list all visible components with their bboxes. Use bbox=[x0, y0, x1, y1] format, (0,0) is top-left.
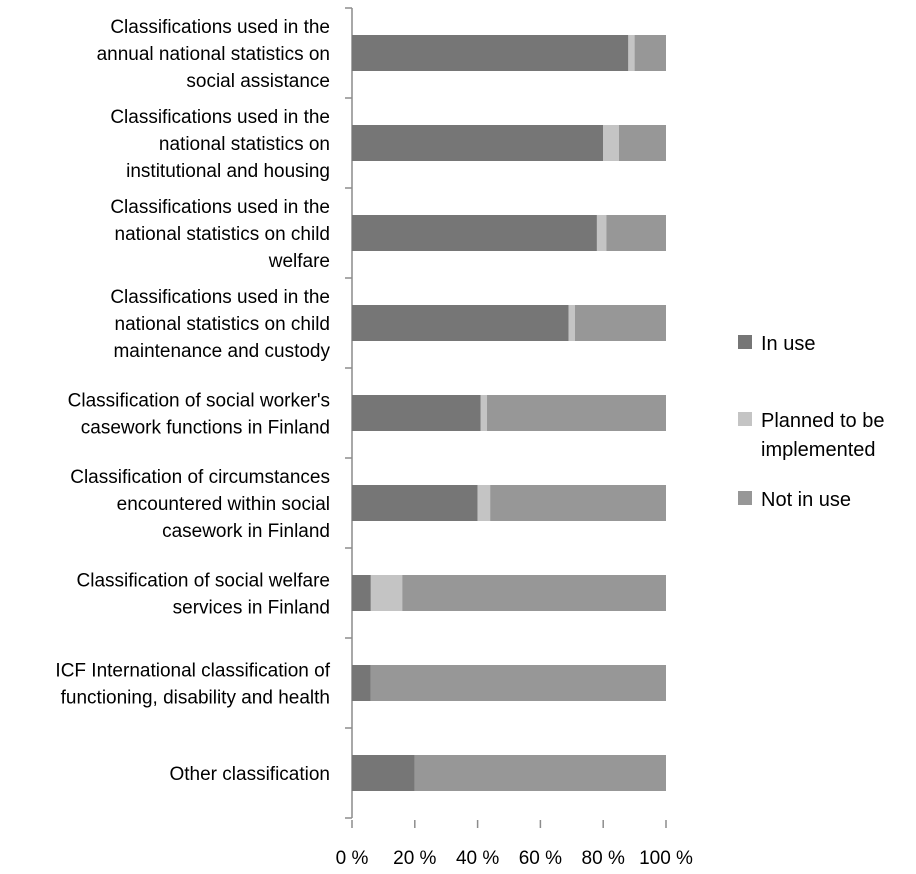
bars bbox=[352, 35, 666, 791]
category-label: Classification of circumstances encounter… bbox=[70, 467, 330, 542]
bar-segment-not-in-use bbox=[618, 125, 666, 161]
x-tick-label: 0 % bbox=[336, 848, 369, 869]
bar-segment-planned-to-be-implemented bbox=[480, 395, 488, 431]
bar-segment-not-in-use bbox=[490, 485, 666, 521]
bar-segment-not-in-use bbox=[487, 395, 666, 431]
bar-segment-in-use bbox=[352, 305, 569, 341]
legend-label: In use bbox=[761, 333, 815, 355]
category-labels: Classifications used in the annual nation… bbox=[55, 17, 330, 785]
bar-segment-planned-to-be-implemented bbox=[603, 125, 619, 161]
bar-segment-planned-to-be-implemented bbox=[477, 485, 491, 521]
bar-segment-not-in-use bbox=[606, 215, 666, 251]
bar-segment-in-use bbox=[352, 665, 371, 701]
legend-swatch bbox=[738, 335, 752, 349]
legend-swatch bbox=[738, 412, 752, 426]
x-tick-label: 100 % bbox=[639, 848, 693, 869]
category-label: Classifications used in the annual nation… bbox=[97, 17, 330, 92]
bar-segment-planned-to-be-implemented bbox=[370, 575, 403, 611]
x-tick-labels: 0 % 20 % 40 % 60 % 80 % 100 % bbox=[336, 848, 693, 869]
category-label: ICF International classification of funct… bbox=[55, 661, 330, 709]
bar-segment-in-use bbox=[352, 125, 604, 161]
x-tick-label: 40 % bbox=[456, 848, 499, 869]
bar-segment-in-use bbox=[352, 485, 478, 521]
bar-segment-planned-to-be-implemented bbox=[568, 305, 575, 341]
bar-segment-in-use bbox=[352, 35, 629, 71]
legend-swatch bbox=[738, 491, 752, 505]
bar-segment-not-in-use bbox=[370, 665, 666, 701]
bar-segment-not-in-use bbox=[414, 755, 666, 791]
category-label: Classifications used in the national stat… bbox=[110, 197, 330, 272]
bar-segment-in-use bbox=[352, 215, 597, 251]
category-label: Classifications used in the national stat… bbox=[110, 287, 330, 362]
bar-segment-not-in-use bbox=[402, 575, 666, 611]
category-label: Classification of social worker's casewor… bbox=[68, 391, 330, 439]
legend-label: Not in use bbox=[761, 489, 851, 511]
x-tick-label: 60 % bbox=[519, 848, 562, 869]
category-label: Classification of social welfare services… bbox=[77, 571, 330, 619]
bar-segment-not-in-use bbox=[634, 35, 666, 71]
bar-segment-in-use bbox=[352, 395, 481, 431]
x-tick-label: 80 % bbox=[582, 848, 625, 869]
bar-segment-in-use bbox=[352, 755, 415, 791]
category-label: Classifications used in the national stat… bbox=[110, 107, 330, 182]
legend-label: Planned to be implemented bbox=[761, 410, 884, 461]
bar-segment-in-use bbox=[352, 575, 371, 611]
bar-segment-not-in-use bbox=[574, 305, 666, 341]
bar-segment-planned-to-be-implemented bbox=[596, 215, 607, 251]
category-label: Other classification bbox=[169, 764, 330, 785]
x-tick-label: 20 % bbox=[393, 848, 436, 869]
bar-segment-planned-to-be-implemented bbox=[628, 35, 635, 71]
legend: In use Planned to be implemented Not in use bbox=[738, 333, 884, 511]
